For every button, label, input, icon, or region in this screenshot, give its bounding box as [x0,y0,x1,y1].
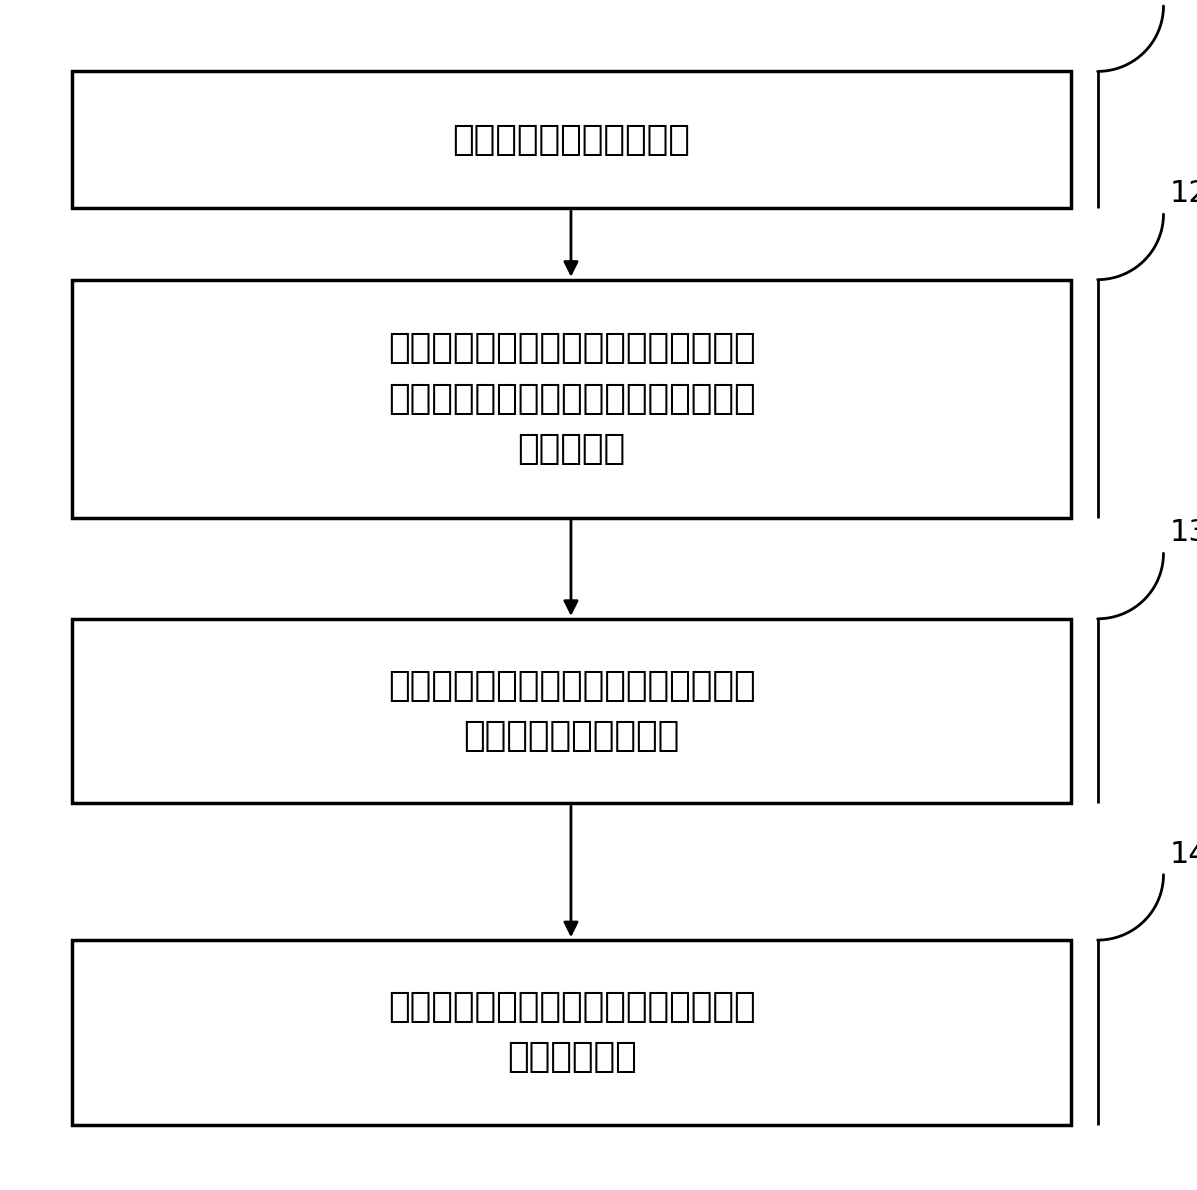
Text: 14: 14 [1169,840,1197,869]
Text: 对压铸件进行模内注塑得到中框坯体，
中框坯体包括内部基板和位于内部基板
周缘的边框: 对压铸件进行模内注塑得到中框坯体， 中框坯体包括内部基板和位于内部基板 周缘的边… [388,332,755,465]
Bar [72,940,1071,1125]
Text: 对光亮金属质感的边框进行镭雕形成亮
哑同体的中框: 对光亮金属质感的边框进行镭雕形成亮 哑同体的中框 [388,990,755,1075]
Bar [72,619,1071,803]
Bar [72,280,1071,518]
Text: 通过压铸成型得到压铸件: 通过压铸成型得到压铸件 [452,123,691,157]
Bar [72,71,1071,208]
Text: 对边框的外表面进行不导电蒸发镀膜形
成光亮金属质感的边框: 对边框的外表面进行不导电蒸发镀膜形 成光亮金属质感的边框 [388,669,755,753]
Text: 13: 13 [1169,519,1197,547]
Text: 12: 12 [1169,180,1197,208]
